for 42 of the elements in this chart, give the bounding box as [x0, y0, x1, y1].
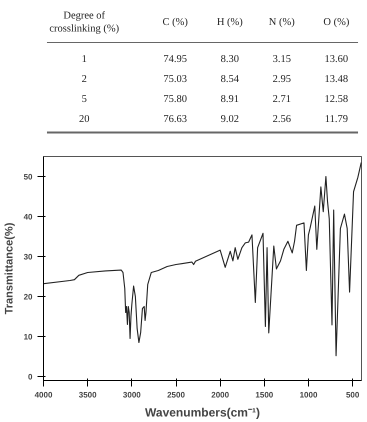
text: 8.91 [220, 94, 239, 105]
x-axis-title: Wavenumbers(cm⁻¹) [145, 406, 260, 420]
y-tick-label: 0 [28, 372, 34, 382]
y-tick-label: 30 [24, 252, 34, 262]
text: 8.30 [220, 54, 239, 65]
x-tick-label: 2500 [167, 390, 186, 400]
x-tick-label: 4000 [34, 390, 53, 400]
text: 2 [82, 74, 87, 85]
text: 2.95 [272, 74, 291, 85]
x-tick-label: 2000 [211, 390, 230, 400]
text: N (%) [268, 17, 296, 28]
text: 11.79 [324, 114, 348, 125]
x-tick-label: 1000 [300, 390, 318, 400]
text: 3.15 [272, 54, 291, 65]
text: 5 [82, 94, 87, 105]
text: H (%) [216, 17, 244, 28]
x-tick-label: 1500 [255, 390, 274, 400]
text: 75.03 [163, 74, 188, 85]
text: 1 [82, 54, 87, 65]
text: Degree of crosslinking (%) [49, 10, 120, 34]
y-axis-title: Transmittance(%) [4, 222, 16, 314]
x-tick-label: 3000 [122, 390, 142, 400]
y-tick-label: 40 [24, 212, 34, 222]
text: 76.63 [163, 114, 188, 125]
text: 9.02 [220, 114, 239, 125]
line-series [44, 162, 362, 356]
text: 13.48 [324, 74, 348, 85]
text: 2.56 [272, 114, 291, 125]
text: 20 [78, 114, 90, 125]
y-tick-label: 10 [24, 332, 34, 342]
y-tick-label: 20 [24, 292, 34, 302]
text: O (%) [323, 17, 350, 28]
text: 75.80 [163, 94, 188, 105]
text: 13.60 [324, 54, 348, 65]
y-tick-label: 50 [24, 172, 34, 182]
text: C (%) [162, 17, 188, 28]
text: 8.54 [220, 74, 240, 85]
text: 12.58 [324, 94, 348, 105]
text: 74.95 [163, 54, 188, 65]
x-tick-label: 500 [346, 390, 360, 400]
text: 2.71 [272, 94, 291, 105]
x-tick-label: 3500 [78, 390, 98, 400]
